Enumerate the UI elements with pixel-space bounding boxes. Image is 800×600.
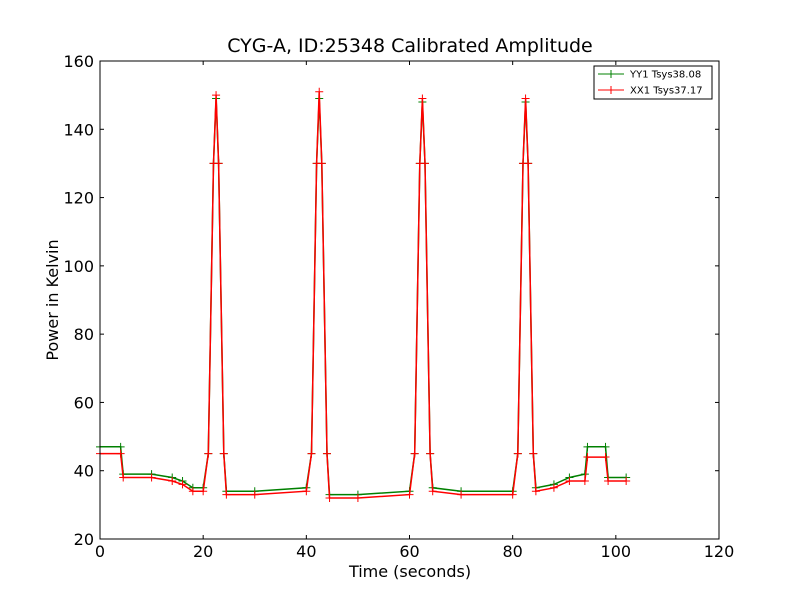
- data-point-xx1: [521, 94, 530, 103]
- data-point-xx1: [405, 490, 414, 499]
- data-point-xx1: [353, 494, 362, 503]
- x-tick-label: 120: [704, 542, 735, 561]
- legend-label-yy1: YY1 Tsys38.08: [629, 70, 701, 81]
- data-point-xx1: [250, 490, 259, 499]
- data-point-yy1: [116, 442, 125, 451]
- data-point-xx1: [529, 449, 538, 458]
- data-point-xx1: [508, 490, 517, 499]
- data-point-yy1: [601, 442, 610, 451]
- y-tick-label: 140: [63, 120, 94, 139]
- x-tick-label: 100: [601, 542, 632, 561]
- y-tick-label: 80: [74, 325, 94, 344]
- data-point-xx1: [601, 453, 610, 462]
- data-point-xx1: [524, 159, 533, 168]
- data-point-xx1: [410, 449, 419, 458]
- y-tick-label: 20: [74, 530, 94, 549]
- data-point-xx1: [315, 87, 324, 96]
- legend-entry-xx1: XX1 Tsys37.17: [598, 86, 703, 97]
- data-point-xx1: [204, 449, 213, 458]
- series-line-yy1: [100, 98, 627, 496]
- series-xx1: [96, 87, 631, 503]
- legend: YY1 Tsys38.08 XX1 Tsys37.17: [593, 65, 713, 100]
- data-point-xx1: [531, 487, 540, 496]
- data-point-xx1: [549, 483, 558, 492]
- data-point-xx1: [457, 490, 466, 499]
- x-tick-label: 20: [193, 542, 213, 561]
- data-point-xx1: [322, 449, 331, 458]
- legend-box: [593, 65, 713, 100]
- data-point-xx1: [222, 490, 231, 499]
- plot-frame: [99, 60, 720, 540]
- data-point-xx1: [325, 494, 334, 503]
- data-point-xx1: [178, 480, 187, 489]
- data-point-xx1: [199, 487, 208, 496]
- x-tick-label: 60: [399, 542, 419, 561]
- y-tick-label: 100: [63, 257, 94, 276]
- series-line-xx1: [100, 91, 627, 499]
- x-tick-label: 40: [296, 542, 316, 561]
- legend-label-xx1: XX1 Tsys37.17: [630, 86, 703, 97]
- data-point-xx1: [212, 91, 221, 100]
- y-axis-label: Power in Kelvin: [43, 239, 62, 360]
- x-tick-label: 80: [502, 542, 522, 561]
- x-axis-label: Time (seconds): [348, 562, 471, 581]
- data-point-xx1: [188, 487, 197, 496]
- legend-entry-yy1: YY1 Tsys38.08: [598, 70, 701, 81]
- data-point-xx1: [418, 94, 427, 103]
- data-point-xx1: [302, 487, 311, 496]
- data-point-yy1: [583, 442, 592, 451]
- data-point-xx1: [604, 476, 613, 485]
- data-point-xx1: [116, 449, 125, 458]
- data-point-xx1: [428, 487, 437, 496]
- y-tick-label: 120: [63, 189, 94, 208]
- chart-title: CYG-A, ID:25348 Calibrated Amplitude: [227, 35, 592, 57]
- data-point-xx1: [168, 476, 177, 485]
- data-point-xx1: [513, 449, 522, 458]
- data-point-xx1: [426, 449, 435, 458]
- series-yy1: [96, 94, 631, 499]
- data-point-xx1: [622, 476, 631, 485]
- data-point-xx1: [565, 476, 574, 485]
- y-tick-label: 60: [74, 393, 94, 412]
- y-tick-label: 160: [63, 52, 94, 71]
- data-point-xx1: [119, 473, 128, 482]
- x-tick-label: 0: [95, 542, 105, 561]
- data-point-xx1: [214, 159, 223, 168]
- data-point-xx1: [317, 159, 326, 168]
- data-point-xx1: [307, 449, 316, 458]
- data-point-xx1: [147, 473, 156, 482]
- data-point-xx1: [583, 453, 592, 462]
- data-point-xx1: [580, 476, 589, 485]
- data-point-xx1: [219, 449, 228, 458]
- data-point-xx1: [420, 159, 429, 168]
- y-tick-label: 40: [74, 462, 94, 481]
